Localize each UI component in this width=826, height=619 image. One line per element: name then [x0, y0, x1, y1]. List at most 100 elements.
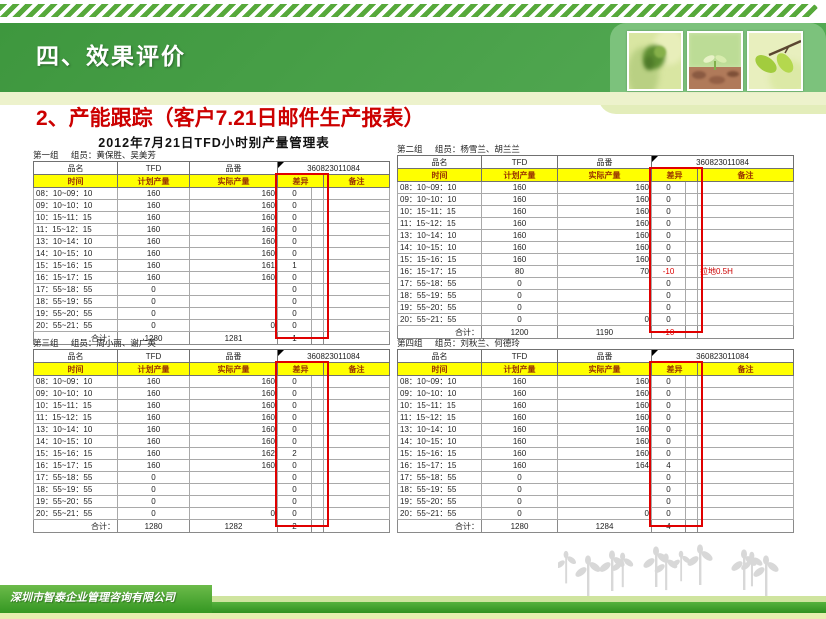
table-cell — [323, 247, 390, 260]
table-cell: 0 — [651, 205, 686, 218]
pale-band — [0, 92, 826, 105]
table-cell: 160 — [189, 423, 278, 436]
table-cell: 0 — [277, 295, 312, 308]
table-cell — [189, 483, 278, 496]
table-cell — [697, 241, 794, 254]
table-cell: 19：55~20：55 — [397, 301, 482, 314]
table-cell: 160 — [481, 205, 558, 218]
table-cell: 实际产量 — [189, 362, 278, 376]
table-block-group2: 第二组 组员：杨雪兰、胡兰兰 品名 TFD 品番 360823011084 时间 计划产量… — [397, 143, 797, 339]
table-cell: 160 — [557, 435, 652, 448]
table-cell — [685, 447, 698, 460]
table-cell: 160 — [481, 253, 558, 266]
excel-report-title: 2012年7月21日TFD小时别产量管理表 — [98, 136, 330, 150]
table-cell: 15：15~16：15 — [33, 447, 118, 460]
table-cell: 0 — [277, 307, 312, 320]
table-cell: 160 — [481, 423, 558, 436]
table-cell: 20：55~21：55 — [33, 507, 118, 520]
table-block-group4: 第四组 组员：刘秋兰、何德玲 品名 TFD 品番 360823011084 时间 计划产量… — [397, 337, 797, 533]
table-cell: 0 — [277, 247, 312, 260]
group1-line: 第一组 组员：黄保胜、吴美芳 — [33, 149, 395, 161]
table-cell: 11：15~12：15 — [33, 411, 118, 424]
table-cell — [697, 435, 794, 448]
table-cell: 0 — [651, 483, 686, 496]
table-cell: 160 — [117, 235, 190, 248]
table-cell — [685, 387, 698, 400]
table-cell: 合计： — [33, 331, 118, 345]
green-buds-photo — [627, 31, 683, 91]
table-cell: 0 — [117, 319, 190, 332]
table-cell: 0 — [189, 319, 278, 332]
table-cell: 360823011084 — [651, 349, 794, 363]
table-cell — [311, 307, 324, 320]
table-cell: 17：55~18：55 — [397, 277, 482, 290]
table-cell — [557, 289, 652, 302]
group3-label: 第三组 — [33, 338, 59, 348]
table-cell: 16：15~17：15 — [33, 459, 118, 472]
table-cell: 0 — [651, 471, 686, 484]
production-table-group4: 品名 TFD 品番 360823011084 时间 计划产量 实际产量 差异 备注 08：10~0… — [397, 349, 794, 533]
table-cell: 14：10~15：10 — [33, 247, 118, 260]
table-cell: 20：55~21：55 — [397, 313, 482, 326]
table-cell — [311, 375, 324, 388]
table-cell: 0 — [277, 411, 312, 424]
table-cell: 品番 — [189, 161, 278, 175]
table-cell: 0 — [277, 319, 312, 332]
table-cell: 合计： — [33, 519, 118, 533]
table-cell: TFD — [481, 155, 558, 169]
table-cell: 160 — [117, 247, 190, 260]
table-cell: 160 — [117, 423, 190, 436]
table-cell: 0 — [117, 507, 190, 520]
table-cell — [311, 235, 324, 248]
table-cell — [323, 187, 390, 200]
table-cell: 20：55~21：55 — [397, 507, 482, 520]
table-cell: 0 — [651, 447, 686, 460]
table-cell: 09：10~10：10 — [397, 387, 482, 400]
table-cell: 0 — [117, 283, 190, 296]
table-cell: 360823011084 — [277, 161, 390, 175]
table-cell: 0 — [277, 459, 312, 472]
table-cell: 160 — [189, 187, 278, 200]
table-cell — [323, 435, 390, 448]
table-cell: 1280 — [481, 519, 558, 533]
table-cell: 差异 — [651, 168, 698, 182]
table-cell: 11：15~12：15 — [397, 217, 482, 230]
leaves-on-branch-photo — [747, 31, 803, 91]
table-cell: 160 — [117, 447, 190, 460]
table-cell: 0 — [277, 471, 312, 484]
table-cell: 0 — [277, 235, 312, 248]
table-cell: 16：15~17：15 — [397, 459, 482, 472]
table-cell: 0 — [481, 495, 558, 508]
table-cell: 0 — [277, 387, 312, 400]
table-cell: 160 — [117, 435, 190, 448]
table-cell: 162 — [189, 447, 278, 460]
table-cell: 160 — [117, 459, 190, 472]
table-cell: 0 — [651, 301, 686, 314]
table-cell: 17：55~18：55 — [33, 283, 118, 296]
table-cell — [311, 519, 324, 533]
table-cell — [697, 399, 794, 412]
table-cell: 160 — [189, 223, 278, 236]
table-cell: 4 — [651, 459, 686, 472]
table-cell — [697, 471, 794, 484]
table-cell: 18：55~19：55 — [33, 295, 118, 308]
table-cell: 160 — [189, 211, 278, 224]
table-cell: 160 — [481, 387, 558, 400]
table-cell: 08：10~09：10 — [33, 187, 118, 200]
table-cell — [697, 483, 794, 496]
table-cell — [697, 375, 794, 388]
table-cell: 0 — [651, 313, 686, 326]
footer-light-strip — [0, 596, 826, 602]
group4-members: 组员：刘秋兰、何德玲 — [434, 338, 520, 348]
table-cell: 0 — [481, 471, 558, 484]
table-cell: 时间 — [397, 362, 482, 376]
table-cell — [685, 519, 698, 533]
table-cell — [323, 211, 390, 224]
table-cell: 品番 — [189, 349, 278, 363]
table-cell — [311, 283, 324, 296]
table-cell — [685, 301, 698, 314]
table-cell — [685, 265, 698, 278]
table-cell: 2 — [277, 447, 312, 460]
table-cell — [323, 459, 390, 472]
production-table-group1: 品名 TFD 品番 360823011084 时间 计划产量 实际产量 差异 备注 08：10~0… — [33, 161, 390, 345]
